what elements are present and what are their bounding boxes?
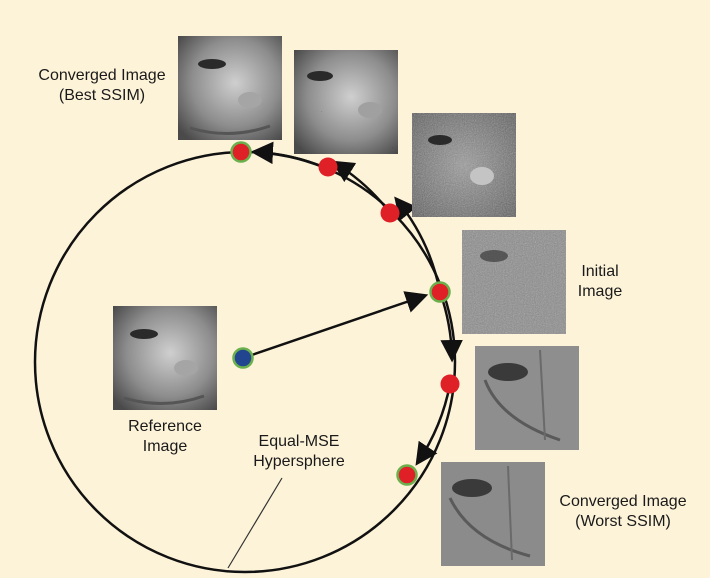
hypersphere-pointer-line [227,477,283,569]
hypersphere-label: Equal-MSE Hypersphere [253,433,345,470]
reference-to-initial-arrow [242,291,429,360]
ssim-step-image-2 [412,113,516,217]
initial-image-label: Initial Image [577,263,623,300]
converged-best-image [178,36,282,140]
converged-best-dot [230,141,252,163]
converged-worst-dot [396,464,418,486]
reference-dot [232,347,254,369]
ssim-step-image-1 [294,50,398,154]
arc-arrow-3 [250,141,327,170]
initial-image [462,230,566,334]
ssim-step-dot-1 [318,157,338,177]
initial-dot [429,281,451,303]
converged-worst-image [441,462,545,566]
ssim-step-dot-2 [380,203,400,223]
reference-image [113,306,217,410]
converged-worst-label: Converged Image (Worst SSIM) [559,493,687,530]
reference-image-label: Reference Image [128,418,202,455]
worst-step-dot [440,374,460,394]
worst-step-image [475,346,579,450]
converged-best-label: Converged Image (Best SSIM) [38,67,166,104]
